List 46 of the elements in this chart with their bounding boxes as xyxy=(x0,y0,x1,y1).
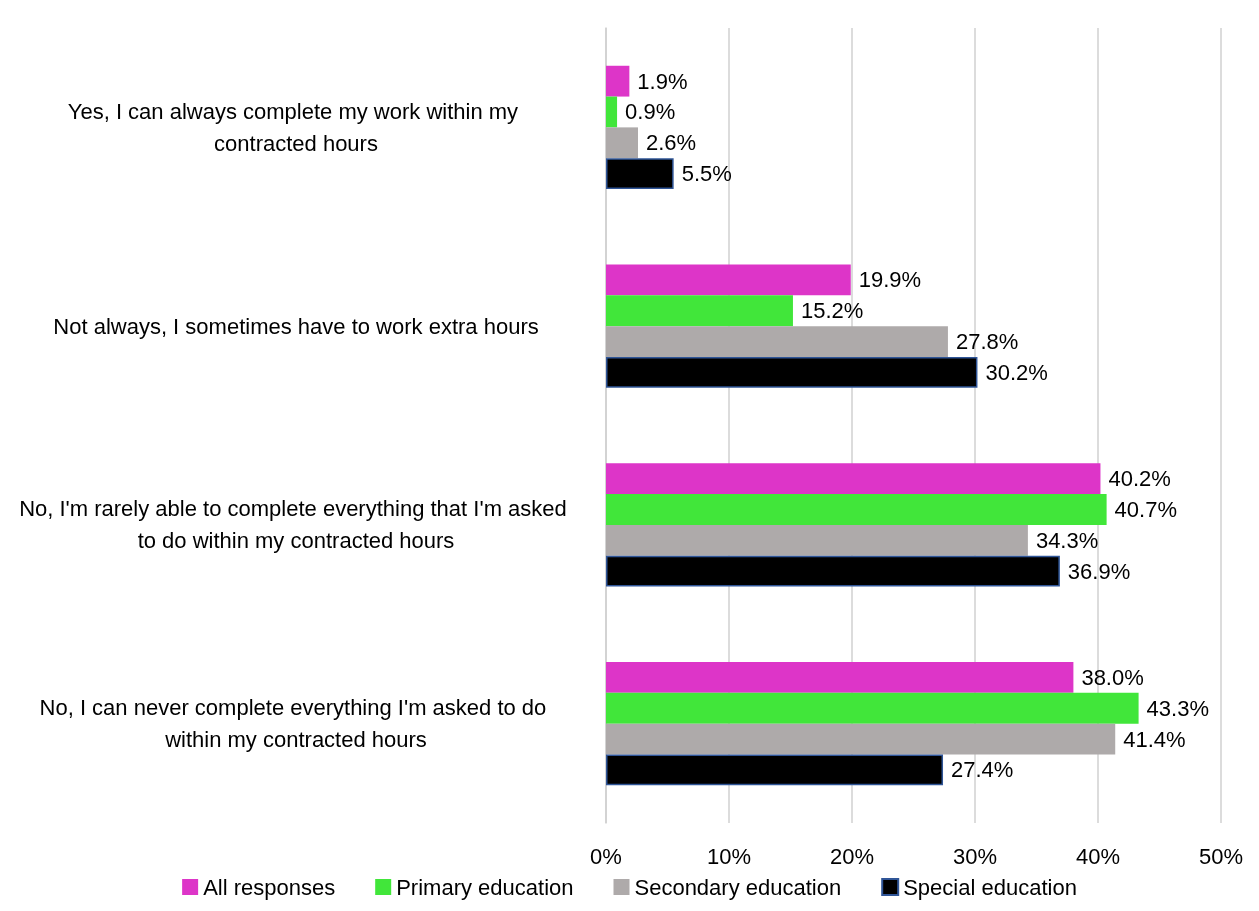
data-label: 0.9% xyxy=(625,99,676,125)
data-label: 40.2% xyxy=(1108,466,1171,492)
legend-label: Secondary education xyxy=(634,874,842,900)
data-label: 43.3% xyxy=(1146,695,1209,721)
data-label: 38.0% xyxy=(1081,664,1144,690)
bar xyxy=(606,326,948,357)
legend-label: All responses xyxy=(203,874,336,900)
bar xyxy=(606,356,978,388)
x-tick-label: 50% xyxy=(1198,843,1244,869)
x-tick-label: 10% xyxy=(706,843,752,869)
data-label: 5.5% xyxy=(681,161,732,187)
data-label: 36.9% xyxy=(1067,558,1131,584)
bar xyxy=(606,494,1107,525)
bar xyxy=(606,127,638,159)
data-label: 41.4% xyxy=(1123,726,1186,752)
data-label: 19.9% xyxy=(858,267,922,293)
data-label: 1.9% xyxy=(637,68,688,94)
bar xyxy=(606,692,1139,724)
data-label: 2.6% xyxy=(645,130,697,156)
bar xyxy=(606,723,1116,755)
bar xyxy=(606,662,1074,693)
y-tick-label: Not always, I sometimes have to work extra hours xyxy=(53,313,539,339)
data-label: 15.2% xyxy=(800,298,864,324)
x-tick-label: 30% xyxy=(952,843,998,869)
bar xyxy=(606,295,793,327)
y-tick-label: Yes, I can always complete my work within my contracted hours xyxy=(67,98,525,156)
data-label: 40.7% xyxy=(1114,496,1177,522)
x-tick-label: 20% xyxy=(829,843,875,869)
legend-label: Special education xyxy=(903,874,1077,900)
bar xyxy=(606,96,618,128)
bar xyxy=(606,463,1101,495)
data-label: 27.4% xyxy=(951,757,1014,783)
bar xyxy=(606,158,674,189)
bar xyxy=(606,264,851,296)
x-tick-label: 0% xyxy=(590,843,622,869)
bar xyxy=(606,555,1060,587)
data-label: 27.8% xyxy=(955,329,1019,355)
bar xyxy=(606,65,630,97)
legend-label: Primary education xyxy=(396,874,574,900)
bar xyxy=(606,754,944,786)
data-label: 30.2% xyxy=(985,359,1048,385)
bar xyxy=(606,524,1028,556)
y-tick-label: No, I'm rarely able to complete everything that I'm asked to do within my contracted hours xyxy=(19,496,573,554)
y-tick-label: No, I can never complete everything I'm asked to do within my contracted hours xyxy=(39,695,553,753)
data-label: 34.3% xyxy=(1035,527,1099,553)
x-tick-label: 40% xyxy=(1075,843,1121,869)
